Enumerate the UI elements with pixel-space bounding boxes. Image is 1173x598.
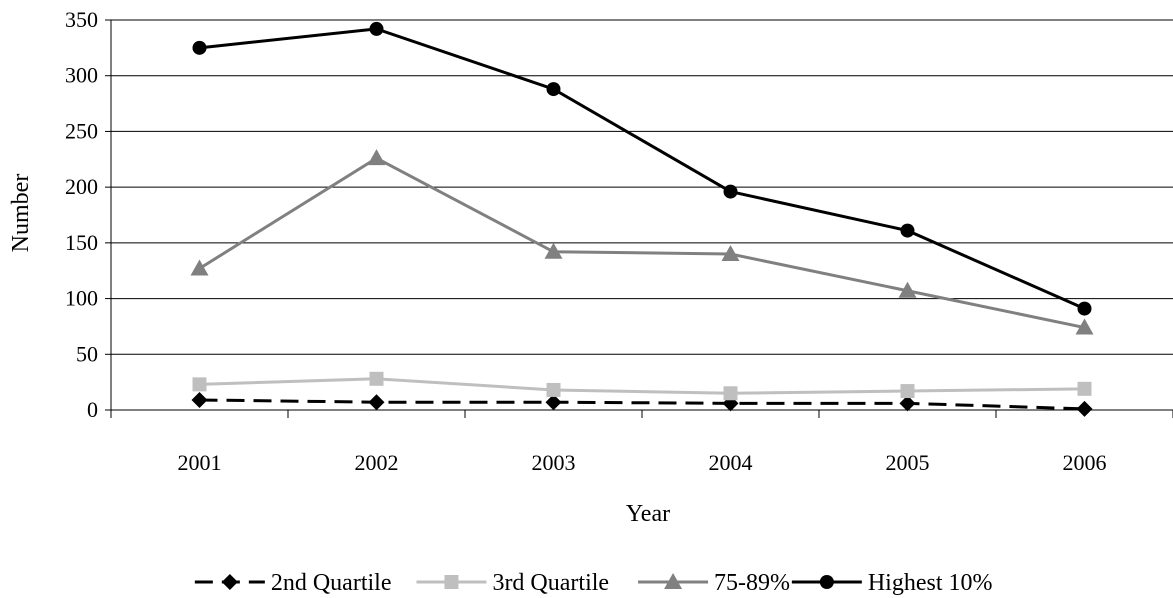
data-point	[368, 394, 385, 411]
series-line	[199, 398, 1085, 411]
series-1	[192, 371, 1092, 401]
data-point	[1075, 318, 1094, 335]
legend-item: 3rd Quartile	[416, 570, 609, 596]
series-3	[192, 21, 1092, 316]
data-point	[190, 259, 209, 276]
x-tick-label: 2002	[355, 450, 399, 475]
series-0	[191, 391, 1093, 417]
y-tick-label: 0	[87, 397, 98, 422]
data-point	[723, 386, 738, 401]
series-2	[190, 149, 1094, 335]
legend-item: Highest 10%	[791, 570, 993, 596]
series-lines	[190, 21, 1094, 417]
legend-marker	[444, 575, 459, 589]
x-tick-label: 2001	[178, 450, 222, 475]
data-point	[192, 40, 207, 55]
data-point	[721, 245, 740, 261]
data-point	[546, 382, 561, 397]
legend-item: 2nd Quartile	[194, 570, 392, 596]
y-tick-label: 300	[65, 63, 98, 88]
legend-marker	[664, 573, 683, 589]
data-point	[367, 149, 386, 166]
y-tick-label: 200	[65, 174, 98, 199]
y-axis-title: Number	[8, 174, 34, 253]
legend-label: 2nd Quartile	[271, 570, 392, 596]
axes	[105, 19, 1173, 418]
data-point	[899, 395, 916, 412]
y-tick-label: 150	[65, 230, 98, 255]
y-tick-label: 250	[65, 118, 98, 143]
legend-label: Highest 10%	[868, 570, 993, 596]
legend: 2nd Quartile 3rd Quartile 75-89% Highest 10…	[194, 570, 993, 596]
x-tick-label: 2006	[1063, 450, 1107, 475]
series-line	[199, 377, 1085, 395]
gridlines	[111, 19, 1173, 355]
x-tick-labels: 2001 2002 2003 2004 2005 2006	[178, 450, 1107, 475]
x-axis-title: Year	[626, 501, 670, 527]
data-point	[900, 223, 915, 238]
data-point	[192, 377, 207, 392]
data-point	[191, 391, 208, 408]
data-point	[369, 371, 384, 386]
legend-label: 75-89%	[714, 570, 790, 596]
data-point	[900, 384, 915, 399]
x-tick-label: 2005	[886, 450, 930, 475]
data-point	[723, 184, 738, 199]
legend-marker	[221, 574, 238, 590]
y-tick-labels: 0 50 100 150 200 250 300 350	[65, 7, 98, 422]
data-point	[1077, 301, 1092, 316]
data-point	[546, 82, 561, 97]
legend-label: 3rd Quartile	[492, 570, 609, 596]
series-line	[199, 27, 1086, 310]
x-tick-label: 2003	[532, 450, 576, 475]
data-point	[898, 281, 917, 298]
x-tick-label: 2004	[709, 450, 753, 475]
data-point	[1076, 400, 1093, 417]
y-tick-label: 350	[65, 7, 98, 32]
data-point	[1077, 381, 1092, 396]
y-tick-label: 100	[65, 286, 98, 311]
data-point	[369, 21, 384, 36]
data-point	[544, 242, 563, 259]
legend-item: 75-89%	[638, 570, 790, 596]
data-point	[545, 394, 562, 411]
legend-marker	[819, 575, 834, 589]
series-line	[198, 156, 1085, 330]
y-tick-label: 50	[76, 341, 98, 366]
